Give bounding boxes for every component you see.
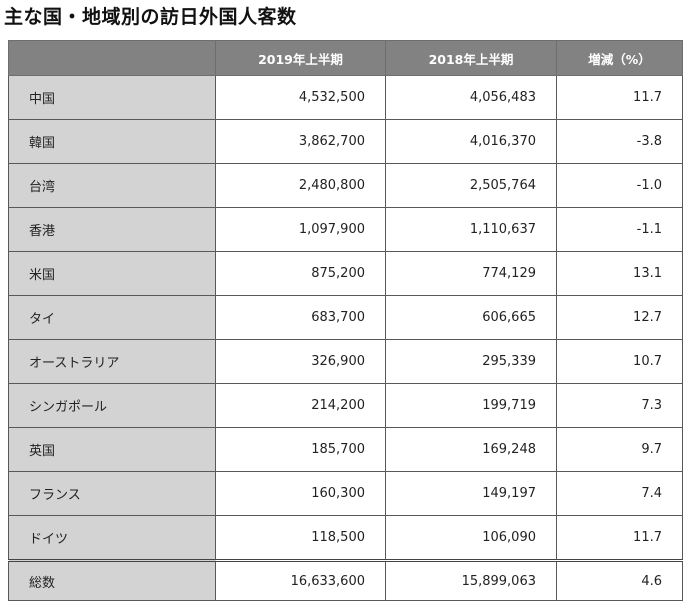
visitors-2019: 3,862,700 — [215, 119, 386, 164]
visitors-2019: 185,700 — [215, 427, 386, 472]
table-row: オーストラリア 326,900 295,339 10.7 — [8, 339, 683, 384]
country-name: 台湾 — [8, 163, 216, 208]
table-row: 韓国 3,862,700 4,016,370 -3.8 — [8, 119, 683, 164]
visitors-2018: 606,665 — [385, 295, 557, 340]
change-percent: -1.0 — [556, 163, 683, 208]
country-name: 韓国 — [8, 119, 216, 164]
total-row: 総数 16,633,600 15,899,063 4.6 — [8, 559, 683, 601]
table-row: 台湾 2,480,800 2,505,764 -1.0 — [8, 163, 683, 208]
visitors-2019: 160,300 — [215, 471, 386, 516]
visitors-2019: 326,900 — [215, 339, 386, 384]
total-2018: 15,899,063 — [385, 559, 557, 601]
visitors-2019: 118,500 — [215, 515, 386, 561]
visitors-2018: 4,056,483 — [385, 75, 557, 120]
visitors-2019: 875,200 — [215, 251, 386, 296]
table-row: ドイツ 118,500 106,090 11.7 — [8, 515, 683, 561]
visitors-2018: 1,110,637 — [385, 207, 557, 252]
total-label: 総数 — [8, 559, 216, 601]
table-row: 米国 875,200 774,129 13.1 — [8, 251, 683, 296]
country-name: 中国 — [8, 75, 216, 120]
visitors-2018: 4,016,370 — [385, 119, 557, 164]
visitors-2019: 2,480,800 — [215, 163, 386, 208]
visitors-2018: 106,090 — [385, 515, 557, 561]
visitors-2019: 214,200 — [215, 383, 386, 428]
table-row: 英国 185,700 169,248 9.7 — [8, 427, 683, 472]
visitors-2018: 149,197 — [385, 471, 557, 516]
change-percent: 11.7 — [556, 515, 683, 561]
visitors-2018: 295,339 — [385, 339, 557, 384]
header-change: 増減（%） — [556, 40, 683, 76]
visitors-2018: 774,129 — [385, 251, 557, 296]
header-corner — [8, 40, 216, 76]
table-row: フランス 160,300 149,197 7.4 — [8, 471, 683, 516]
visitors-2018: 199,719 — [385, 383, 557, 428]
country-name: タイ — [8, 295, 216, 340]
visitors-2018: 169,248 — [385, 427, 557, 472]
country-name: シンガポール — [8, 383, 216, 428]
change-percent: 13.1 — [556, 251, 683, 296]
visitor-stats-table: 2019年上半期 2018年上半期 増減（%） 中国 4,532,500 4,0… — [8, 40, 683, 601]
table-row: シンガポール 214,200 199,719 7.3 — [8, 383, 683, 428]
total-change: 4.6 — [556, 559, 683, 601]
visitors-2019: 4,532,500 — [215, 75, 386, 120]
header-2018: 2018年上半期 — [385, 40, 557, 76]
visitors-2019: 1,097,900 — [215, 207, 386, 252]
table-header-row: 2019年上半期 2018年上半期 増減（%） — [8, 40, 683, 76]
change-percent: 7.3 — [556, 383, 683, 428]
country-name: 英国 — [8, 427, 216, 472]
total-2019: 16,633,600 — [215, 559, 386, 601]
change-percent: -3.8 — [556, 119, 683, 164]
table-row: タイ 683,700 606,665 12.7 — [8, 295, 683, 340]
change-percent: 7.4 — [556, 471, 683, 516]
visitors-2018: 2,505,764 — [385, 163, 557, 208]
change-percent: -1.1 — [556, 207, 683, 252]
visitors-2019: 683,700 — [215, 295, 386, 340]
country-name: 香港 — [8, 207, 216, 252]
country-name: オーストラリア — [8, 339, 216, 384]
country-name: 米国 — [8, 251, 216, 296]
change-percent: 9.7 — [556, 427, 683, 472]
table-body: 中国 4,532,500 4,056,483 11.7 韓国 3,862,700… — [8, 75, 683, 601]
header-2019: 2019年上半期 — [215, 40, 386, 76]
country-name: ドイツ — [8, 515, 216, 561]
change-percent: 12.7 — [556, 295, 683, 340]
change-percent: 11.7 — [556, 75, 683, 120]
change-percent: 10.7 — [556, 339, 683, 384]
table-row: 中国 4,532,500 4,056,483 11.7 — [8, 75, 683, 120]
country-name: フランス — [8, 471, 216, 516]
table-row: 香港 1,097,900 1,110,637 -1.1 — [8, 207, 683, 252]
page-title: 主な国・地域別の訪日外国人客数 — [4, 6, 297, 28]
